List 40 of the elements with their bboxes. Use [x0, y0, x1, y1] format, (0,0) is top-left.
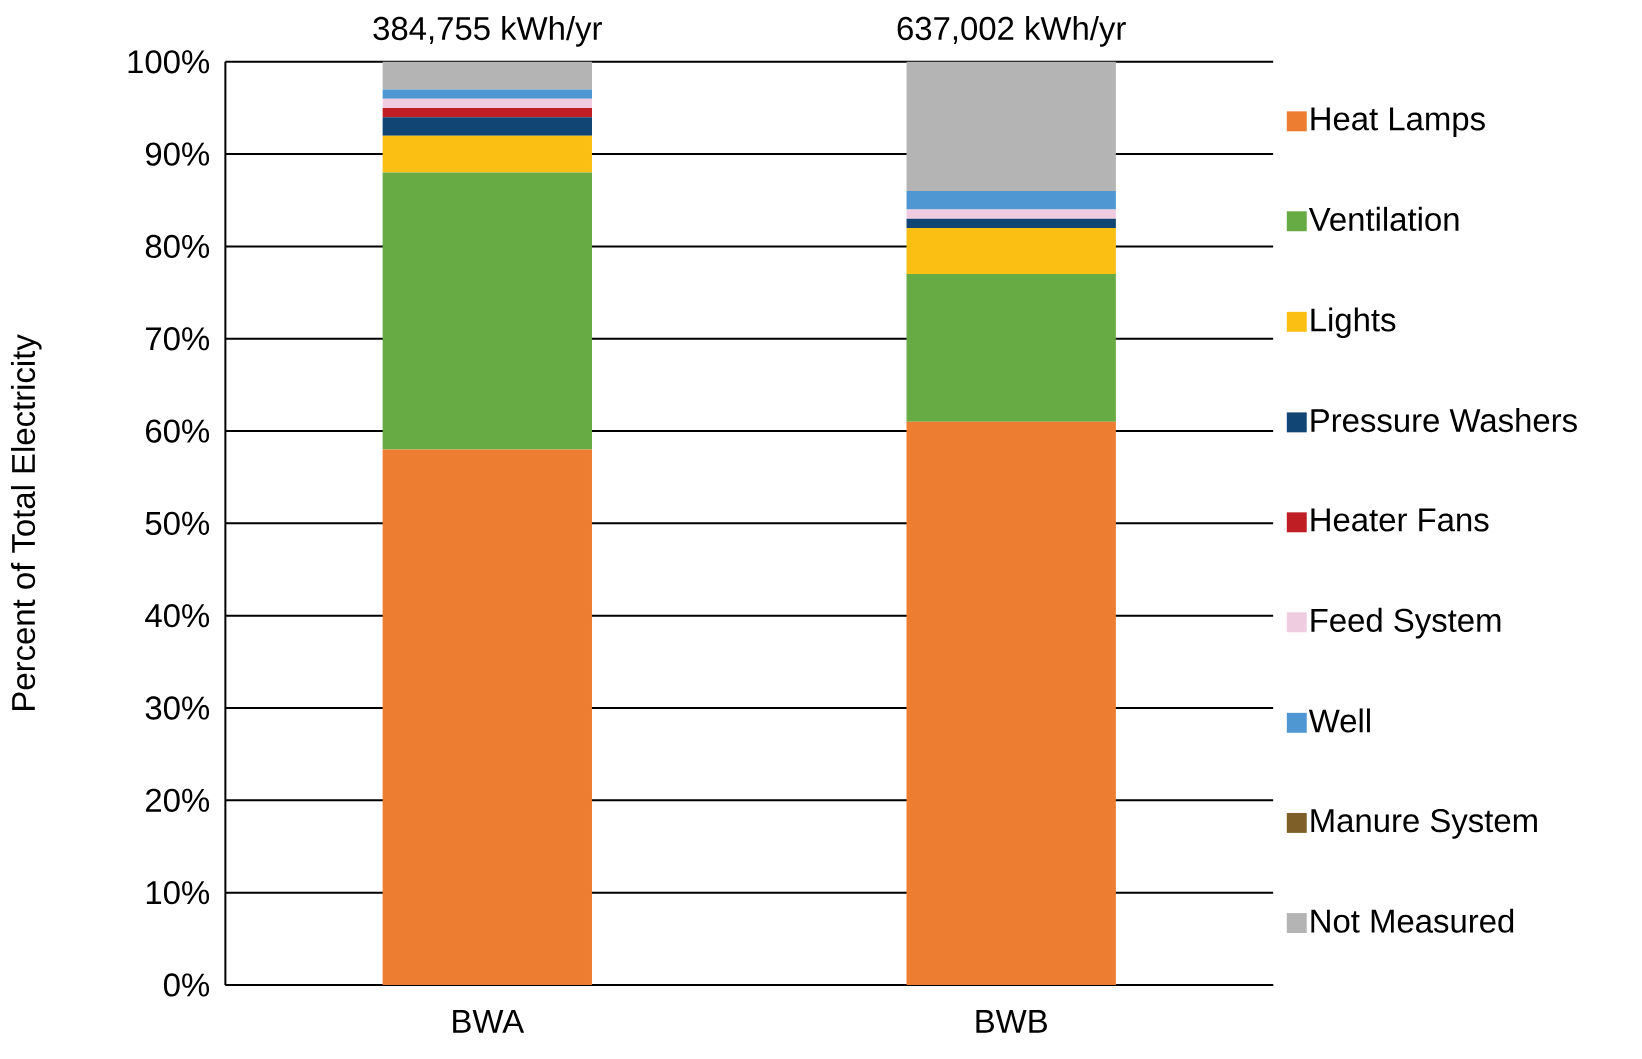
annotation: 384,755 kWh/yr [373, 16, 602, 47]
bar [382, 172, 592, 450]
y-tick-label: 20% [146, 788, 210, 813]
bar [382, 89, 592, 99]
y-tick-label: 70% [146, 327, 210, 351]
y-tick-label: 90% [145, 142, 210, 166]
y-tick-label: 40% [145, 604, 210, 628]
annotation: 637,002 kWh/yr [897, 16, 1126, 47]
bar [382, 449, 592, 986]
legend-label: Manure System [1311, 809, 1537, 839]
bar [906, 228, 1116, 275]
legend-label: Lights [1311, 307, 1396, 339]
bar [382, 117, 592, 136]
y-tick-label: 60% [146, 419, 210, 443]
x-tick-label: BWA [453, 1010, 525, 1033]
bar [382, 108, 592, 118]
y-axis-title: Percent of Total Electricity [10, 334, 42, 711]
legend-label: Well [1308, 708, 1370, 733]
bar [382, 61, 592, 90]
y-tick-label: 30% [145, 696, 210, 720]
bar [906, 61, 1116, 192]
legend-label: Ventilation [1308, 207, 1459, 232]
legend-label: Heater Fans [1311, 508, 1489, 532]
legend-label: Not Measured [1311, 908, 1514, 933]
legend-label: Feed System [1311, 608, 1501, 639]
legend-label: Heat Lamps [1311, 107, 1485, 138]
y-tick-label: 80% [145, 234, 210, 259]
bar [382, 135, 592, 173]
x-tick-label: BWB [976, 1010, 1047, 1033]
bar [906, 274, 1116, 422]
bar [906, 218, 1116, 229]
y-tick-label: 100% [128, 50, 210, 74]
y-tick-label: 0% [163, 973, 210, 997]
legend-label: Pressure Washers [1311, 408, 1577, 433]
bar [906, 209, 1116, 219]
bar [906, 191, 1116, 210]
bar [906, 421, 1116, 986]
y-tick-label: 10% [146, 881, 210, 905]
bar [382, 98, 592, 109]
y-tick-label: 50% [145, 511, 210, 536]
